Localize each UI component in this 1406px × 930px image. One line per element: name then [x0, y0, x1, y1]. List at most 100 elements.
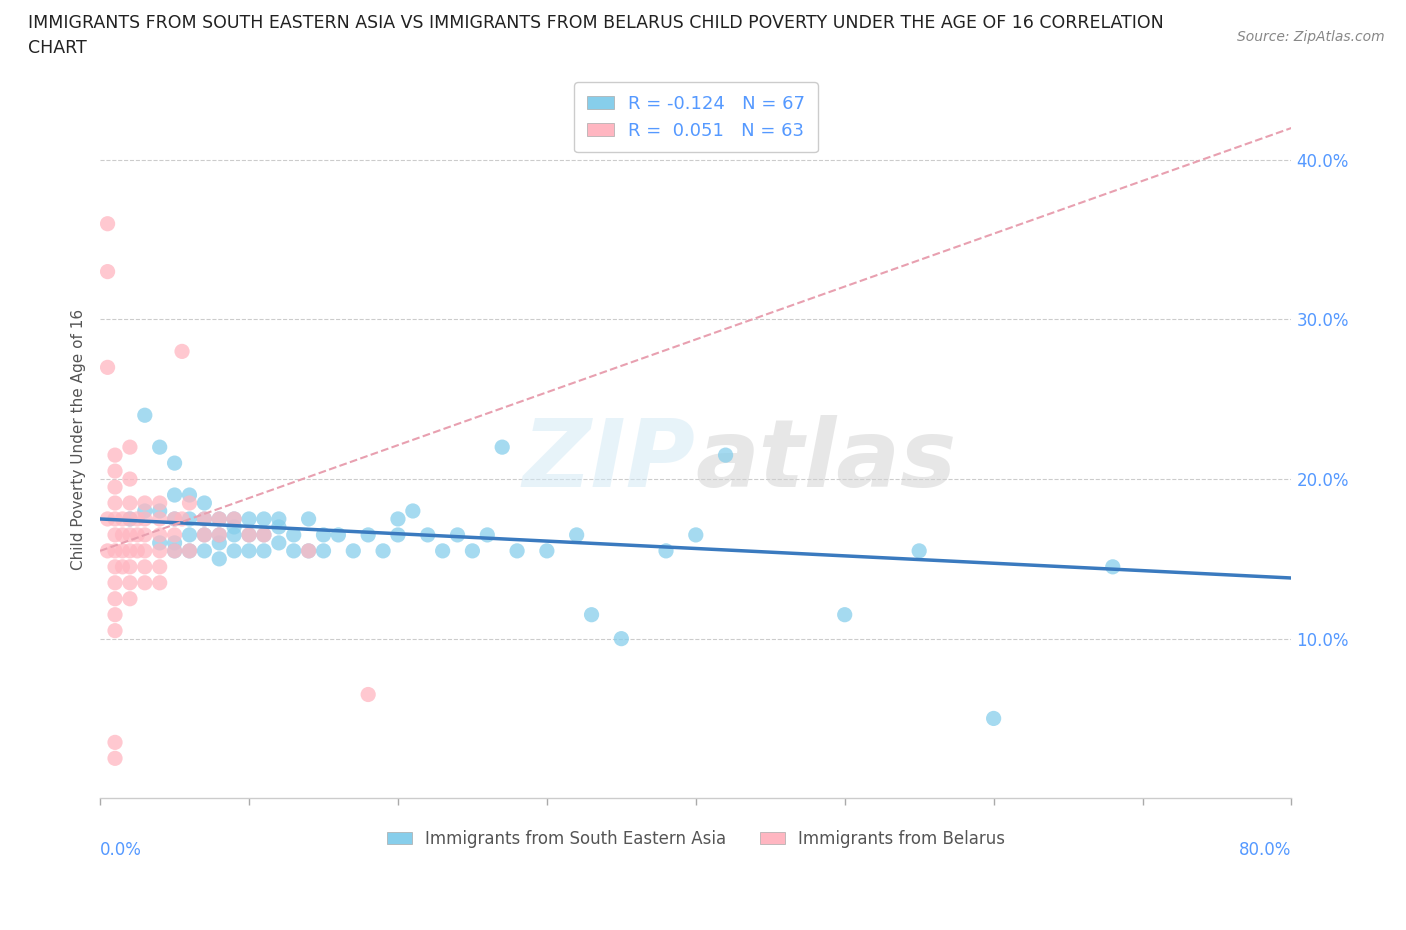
Point — [149, 496, 172, 511]
Point — [685, 527, 707, 542]
Point — [134, 560, 156, 575]
Point — [104, 751, 127, 765]
Point — [267, 520, 290, 535]
Point — [134, 512, 156, 526]
Point — [104, 607, 127, 622]
Point — [477, 527, 499, 542]
Point — [163, 512, 186, 526]
Point — [149, 512, 172, 526]
Point — [193, 496, 215, 511]
Point — [193, 527, 215, 542]
Point — [208, 512, 231, 526]
Point — [224, 543, 246, 558]
Point — [104, 464, 127, 479]
Point — [104, 576, 127, 591]
Point — [193, 543, 215, 558]
Point — [97, 217, 120, 232]
Point — [357, 687, 380, 702]
Point — [163, 543, 186, 558]
Point — [104, 623, 127, 638]
Point — [224, 512, 246, 526]
Point — [387, 527, 409, 542]
Legend: Immigrants from South Eastern Asia, Immigrants from Belarus: Immigrants from South Eastern Asia, Immi… — [380, 823, 1011, 855]
Point — [163, 487, 186, 502]
Point — [416, 527, 439, 542]
Point — [371, 543, 394, 558]
Point — [224, 512, 246, 526]
Y-axis label: Child Poverty Under the Age of 16: Child Poverty Under the Age of 16 — [72, 309, 86, 570]
Point — [134, 407, 156, 422]
Point — [253, 527, 276, 542]
Point — [127, 543, 149, 558]
Point — [104, 512, 127, 526]
Point — [238, 527, 260, 542]
Point — [127, 527, 149, 542]
Point — [193, 527, 215, 542]
Point — [908, 543, 931, 558]
Point — [111, 543, 134, 558]
Point — [357, 527, 380, 542]
Point — [149, 440, 172, 455]
Point — [111, 560, 134, 575]
Point — [224, 527, 246, 542]
Point — [134, 496, 156, 511]
Point — [224, 520, 246, 535]
Point — [328, 527, 350, 542]
Point — [118, 440, 141, 455]
Point — [297, 543, 319, 558]
Point — [208, 551, 231, 566]
Point — [97, 360, 120, 375]
Text: ZIP: ZIP — [523, 415, 696, 507]
Point — [118, 527, 141, 542]
Point — [170, 512, 193, 526]
Point — [134, 576, 156, 591]
Point — [127, 512, 149, 526]
Point — [208, 512, 231, 526]
Point — [163, 527, 186, 542]
Point — [118, 591, 141, 606]
Point — [97, 543, 120, 558]
Point — [208, 536, 231, 551]
Point — [238, 543, 260, 558]
Point — [104, 543, 127, 558]
Point — [104, 527, 127, 542]
Point — [208, 527, 231, 542]
Point — [111, 512, 134, 526]
Point — [1101, 560, 1123, 575]
Point — [655, 543, 678, 558]
Point — [149, 543, 172, 558]
Point — [446, 527, 468, 542]
Point — [134, 503, 156, 518]
Text: 0.0%: 0.0% — [100, 842, 142, 859]
Point — [134, 543, 156, 558]
Point — [610, 631, 633, 646]
Text: atlas: atlas — [696, 415, 957, 507]
Point — [149, 560, 172, 575]
Text: IMMIGRANTS FROM SOUTH EASTERN ASIA VS IMMIGRANTS FROM BELARUS CHILD POVERTY UNDE: IMMIGRANTS FROM SOUTH EASTERN ASIA VS IM… — [28, 14, 1164, 32]
Point — [118, 543, 141, 558]
Point — [104, 480, 127, 495]
Point — [253, 512, 276, 526]
Text: CHART: CHART — [28, 39, 87, 57]
Point — [163, 456, 186, 471]
Point — [565, 527, 588, 542]
Point — [104, 447, 127, 462]
Point — [179, 512, 201, 526]
Point — [342, 543, 364, 558]
Point — [163, 543, 186, 558]
Point — [179, 543, 201, 558]
Point — [238, 527, 260, 542]
Point — [179, 496, 201, 511]
Point — [118, 472, 141, 486]
Point — [179, 543, 201, 558]
Point — [118, 496, 141, 511]
Point — [983, 711, 1005, 726]
Point — [170, 344, 193, 359]
Point — [297, 543, 319, 558]
Point — [193, 512, 215, 526]
Point — [312, 527, 335, 542]
Point — [118, 560, 141, 575]
Point — [134, 527, 156, 542]
Point — [506, 543, 529, 558]
Point — [118, 576, 141, 591]
